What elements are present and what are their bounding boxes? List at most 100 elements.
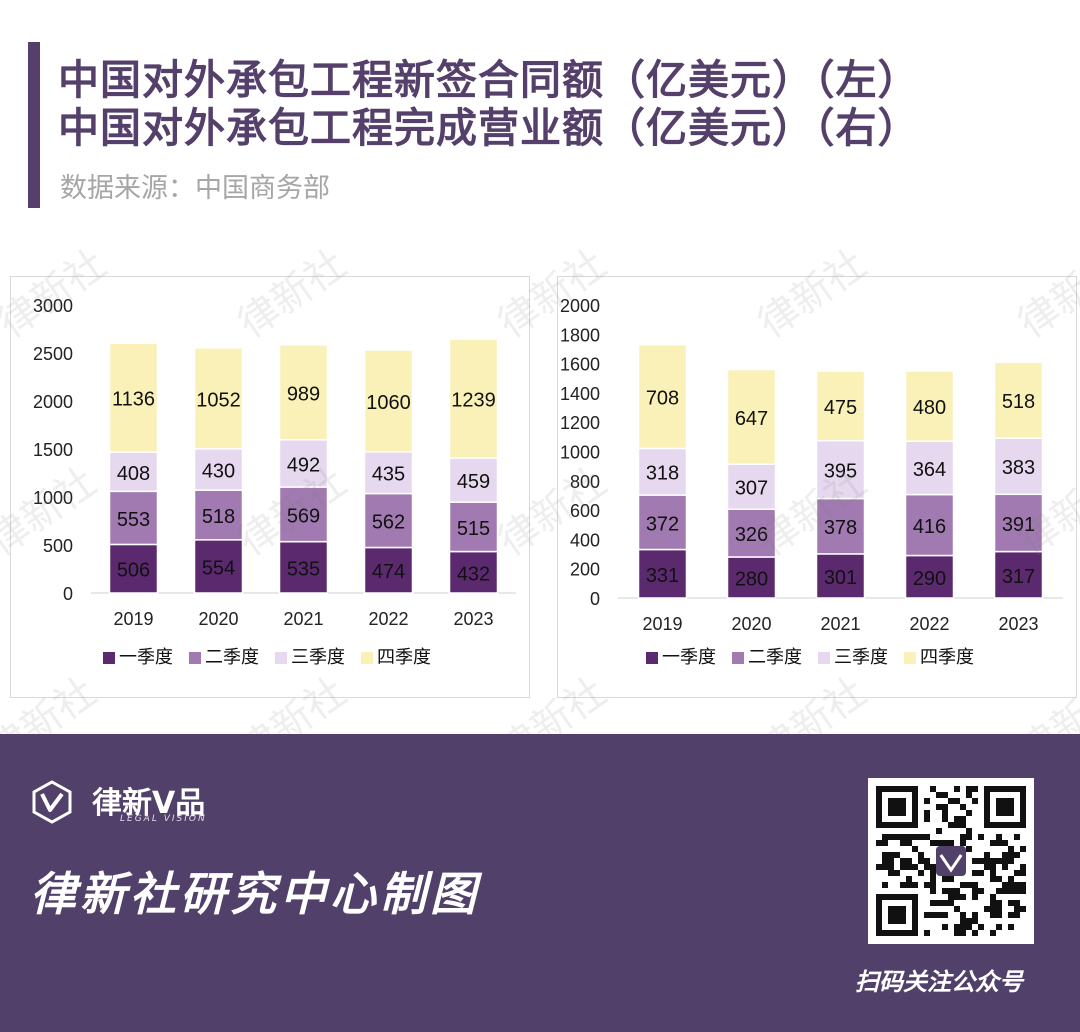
qr-module	[972, 888, 978, 894]
qr-center-logo-mark	[939, 854, 963, 873]
bar-segment	[278, 540, 329, 594]
qr-module	[978, 924, 984, 930]
data-label: 1052	[196, 389, 241, 411]
qr-module	[972, 918, 978, 924]
qr-module	[924, 798, 930, 804]
bar-segment	[726, 556, 777, 599]
qr-module	[1008, 846, 1014, 852]
qr-module	[1002, 864, 1008, 870]
qr-module	[936, 828, 942, 834]
qr-module	[954, 888, 960, 894]
qr-module	[996, 912, 1002, 918]
bar-segment	[448, 501, 499, 553]
qr-module	[918, 834, 924, 840]
y-tick-label: 1600	[560, 355, 600, 375]
qr-module	[924, 912, 930, 918]
qr-module	[1002, 882, 1008, 888]
bar-segment	[448, 457, 499, 503]
y-tick-label: 600	[570, 501, 600, 521]
qr-finder	[888, 798, 906, 816]
qr-module	[990, 906, 996, 912]
y-tick-label: 1400	[560, 384, 600, 404]
qr-code[interactable]	[868, 778, 1034, 944]
qr-module	[900, 858, 906, 864]
qr-module	[966, 918, 972, 924]
qr-module	[924, 930, 930, 936]
qr-module	[912, 882, 918, 888]
data-label: 562	[372, 512, 405, 534]
qr-module	[930, 840, 936, 846]
data-label: 331	[646, 565, 679, 587]
qr-module	[1020, 888, 1026, 894]
qr-module	[936, 792, 942, 798]
x-tick-label: 2019	[642, 614, 682, 634]
legend-label: 二季度	[748, 647, 802, 668]
brand-logo-icon	[32, 780, 72, 824]
qr-module	[882, 852, 888, 858]
legend-label: 四季度	[377, 647, 431, 668]
qr-module	[966, 786, 972, 792]
qr-module	[960, 840, 966, 846]
data-label: 326	[735, 524, 768, 546]
qr-module	[996, 876, 1002, 882]
qr-module	[978, 870, 984, 876]
data-label: 364	[913, 459, 946, 481]
bar-segment	[815, 439, 866, 500]
qr-module	[882, 834, 888, 840]
qr-module	[1008, 924, 1014, 930]
bar-segment	[993, 550, 1044, 599]
legend-label: 一季度	[662, 647, 716, 668]
qr-module	[930, 888, 936, 894]
qr-module	[996, 888, 1002, 894]
bar-segment	[448, 338, 499, 459]
qr-module	[942, 792, 948, 798]
bar-segment	[904, 370, 955, 442]
bar-segment	[193, 539, 244, 594]
legend-label: 二季度	[205, 647, 259, 668]
data-label: 280	[735, 568, 768, 590]
qr-module	[906, 882, 912, 888]
qr-module	[1002, 852, 1008, 858]
qr-finder	[996, 798, 1014, 816]
qr-module	[960, 894, 966, 900]
bar-segment	[993, 361, 1044, 439]
legend-swatch	[103, 652, 115, 664]
chart-right-frame: 0 200 400 600 800 1000 1200 1400 1600 1800 2000 331…	[557, 276, 1077, 698]
qr-module	[960, 816, 966, 822]
bar-segment	[637, 494, 688, 551]
qr-module	[936, 912, 942, 918]
qr-module	[972, 894, 978, 900]
bar-segment	[278, 439, 329, 488]
qr-module	[948, 840, 954, 846]
qr-module	[1014, 834, 1020, 840]
data-label: 569	[287, 505, 320, 527]
data-label: 290	[913, 568, 946, 590]
qr-module	[930, 864, 936, 870]
qr-module	[978, 858, 984, 864]
data-label: 708	[646, 388, 679, 410]
qr-module	[984, 864, 990, 870]
bar-segment	[363, 546, 414, 594]
bar-segment	[363, 349, 414, 453]
qr-module	[972, 882, 978, 888]
x-tick-label: 2019	[113, 609, 153, 629]
qr-module	[972, 912, 978, 918]
qr-module	[996, 924, 1002, 930]
qr-module	[948, 894, 954, 900]
bar-segment	[637, 447, 688, 496]
chart-title-left: 中国对外承包工程新签合同额（亿美元）（左）	[58, 56, 920, 104]
qr-module	[876, 864, 882, 870]
qr-module	[942, 900, 948, 906]
qr-module	[942, 876, 948, 882]
qr-module	[888, 870, 894, 876]
y-tick-label: 200	[570, 560, 600, 580]
header-accent-bar	[28, 42, 40, 208]
qr-module	[906, 834, 912, 840]
qr-module	[990, 894, 996, 900]
qr-module	[942, 810, 948, 816]
qr-module	[954, 894, 960, 900]
data-label: 518	[1002, 391, 1035, 413]
qr-module	[996, 906, 1002, 912]
x-tick-label: 2020	[731, 614, 771, 634]
qr-module	[960, 822, 966, 828]
